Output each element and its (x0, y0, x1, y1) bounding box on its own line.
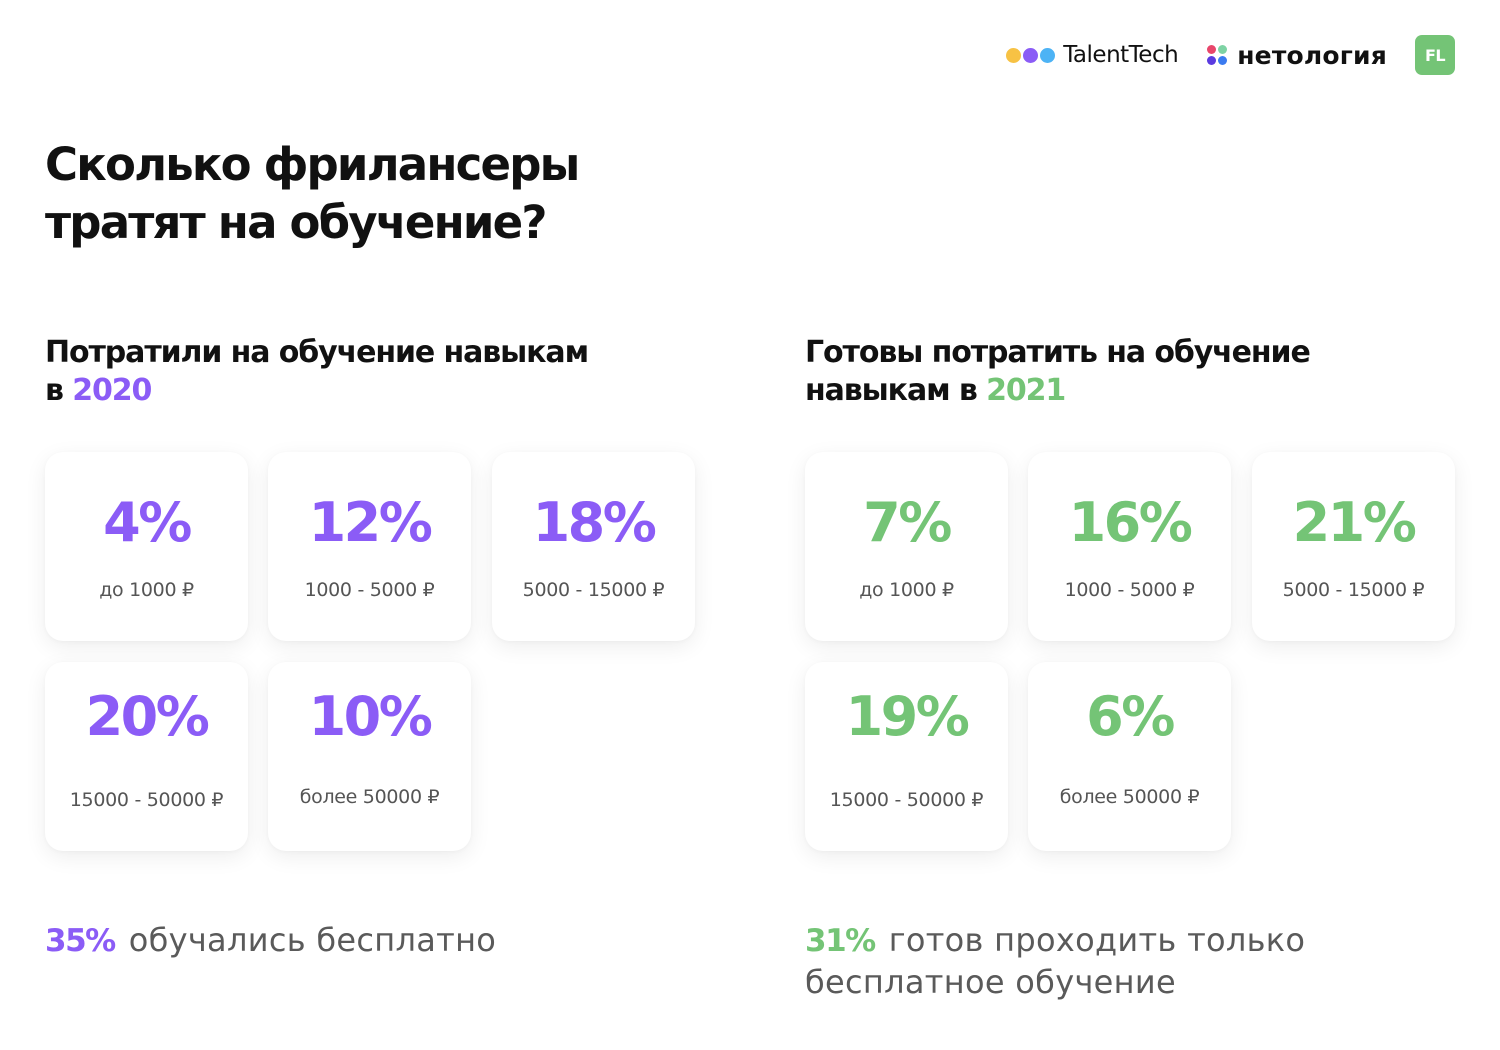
stat-range: до 1000 ₽ (99, 579, 194, 601)
stat-percent: 10% (308, 685, 433, 748)
section-2021: Готовы потратить на обучение навыкам в 2… (805, 334, 1465, 852)
summary-text: обучались бесплатно (128, 921, 497, 959)
stat-card: 16% 1000 - 5000 ₽ (1028, 452, 1231, 641)
stat-percent: 12% (308, 491, 433, 554)
title-line-2: тратят на обучение? (45, 196, 547, 249)
stat-percent: 7% (863, 491, 952, 554)
page-title: Сколько фрилансеры тратят на обучение? (45, 136, 580, 252)
stat-percent: 19% (845, 685, 970, 748)
stat-range: 5000 - 15000 ₽ (1282, 579, 1425, 601)
stat-percent: 20% (85, 685, 210, 748)
summary-2021: 31% готов проходить только бесплатное обу… (805, 920, 1365, 1003)
talenttech-logo: TalentTech (1006, 42, 1179, 68)
section-heading: Готовы потратить на обучение навыкам в 2… (805, 334, 1465, 414)
stat-range: более 50000 ₽ (299, 786, 440, 808)
heading-year: 2021 (986, 373, 1066, 408)
summary-2020: 35% обучались бесплатно (45, 920, 605, 962)
heading-line-1: Готовы потратить на обучение (805, 335, 1311, 370)
section-heading: Потратили на обучение навыкам в 2020 (45, 334, 705, 414)
fl-badge: FL (1415, 35, 1455, 75)
summary-percent: 31% (805, 923, 876, 959)
stat-range: до 1000 ₽ (859, 579, 954, 601)
section-2020: Потратили на обучение навыкам в 2020 4% … (45, 334, 705, 852)
stat-cards: 7% до 1000 ₽ 16% 1000 - 5000 ₽ 21% 5000 … (805, 452, 1465, 852)
heading-line-1: Потратили на обучение навыкам (45, 335, 589, 370)
stat-range: 15000 - 50000 ₽ (829, 789, 984, 811)
stat-percent: 6% (1086, 685, 1175, 748)
stat-card: 4% до 1000 ₽ (45, 452, 248, 641)
stat-card: 18% 5000 - 15000 ₽ (492, 452, 695, 641)
talenttech-name: TalentTech (1063, 42, 1179, 68)
stat-card: 21% 5000 - 15000 ₽ (1252, 452, 1455, 641)
yellow-dot-icon (1006, 47, 1022, 63)
netology-name: нетология (1237, 40, 1387, 70)
stat-cards: 4% до 1000 ₽ 12% 1000 - 5000 ₽ 18% 5000 … (45, 452, 705, 852)
stat-card: 10% более 50000 ₽ (268, 662, 471, 851)
title-line-1: Сколько фрилансеры (45, 138, 580, 191)
stat-range: 1000 - 5000 ₽ (1064, 579, 1195, 601)
stat-range: более 50000 ₽ (1059, 786, 1200, 808)
talenttech-dots-icon (1006, 47, 1057, 63)
fl-badge-label: FL (1424, 45, 1446, 65)
stat-percent: 4% (103, 491, 192, 554)
summary-percent: 35% (45, 923, 116, 959)
summary-text: готов проходить только бесплатное обучен… (805, 921, 1306, 1001)
netology-mark-icon (1206, 44, 1228, 66)
stat-card: 19% 15000 - 50000 ₽ (805, 662, 1008, 851)
purple-dot-icon (1023, 47, 1039, 63)
stat-card: 7% до 1000 ₽ (805, 452, 1008, 641)
header-logos: TalentTech нетология FL (1006, 35, 1455, 75)
stat-range: 1000 - 5000 ₽ (304, 579, 435, 601)
stat-card: 20% 15000 - 50000 ₽ (45, 662, 248, 851)
blue-dot-icon (1040, 47, 1056, 63)
heading-prefix: в (45, 373, 73, 408)
stat-card: 6% более 50000 ₽ (1028, 662, 1231, 851)
stat-percent: 21% (1292, 491, 1417, 554)
stat-range: 15000 - 50000 ₽ (69, 789, 224, 811)
stat-percent: 16% (1068, 491, 1193, 554)
stat-percent: 18% (532, 491, 657, 554)
netology-logo: нетология (1206, 41, 1387, 70)
stat-card: 12% 1000 - 5000 ₽ (268, 452, 471, 641)
stat-range: 5000 - 15000 ₽ (522, 579, 665, 601)
heading-year: 2020 (72, 373, 152, 408)
heading-prefix: навыкам в (805, 373, 987, 408)
